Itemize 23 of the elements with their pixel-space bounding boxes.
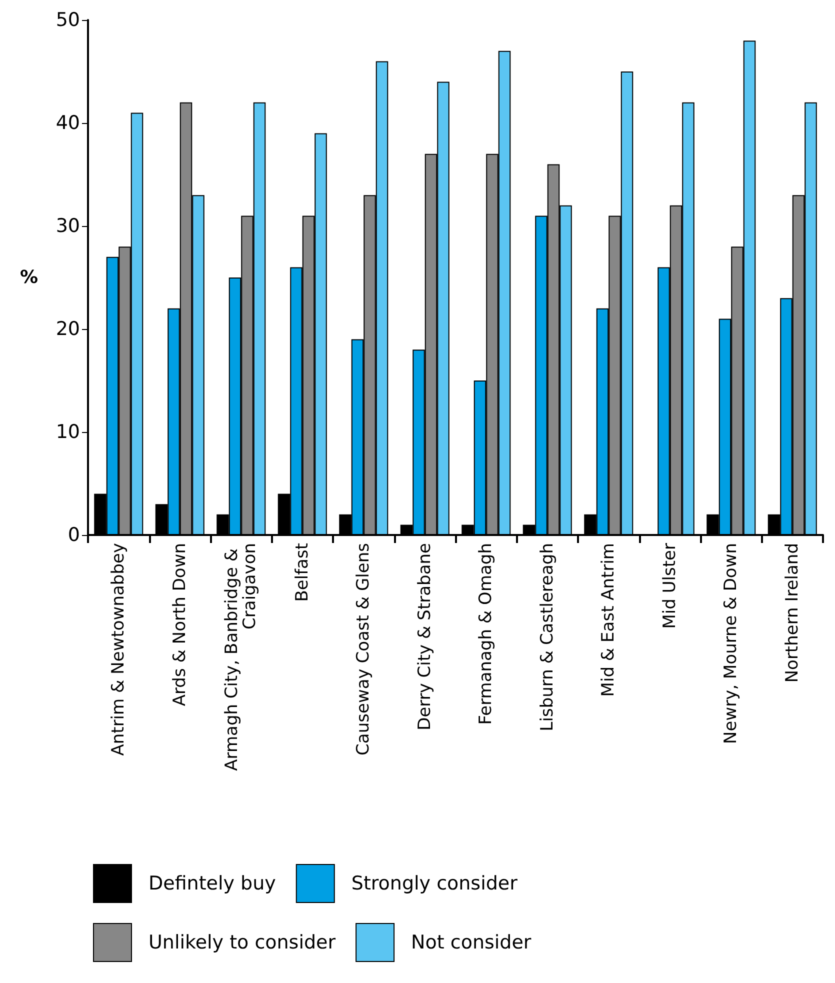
y-tick-label: 0 [68, 524, 80, 546]
y-axis-title: % [20, 267, 38, 288]
x-tick-label: Mid & East Antrim [598, 543, 619, 697]
x-tick-label: Mid Ulster [660, 543, 680, 629]
y-tick-label: 30 [56, 215, 80, 237]
y-tick-label: 20 [56, 318, 80, 340]
x-tick-label: Derry City & Strabane [414, 543, 435, 730]
y-tick-label: 50 [56, 9, 80, 31]
y-tick-label: 10 [56, 421, 80, 443]
x-tick-label: Ards & North Down [170, 543, 190, 706]
legend-label: Strongly consider [351, 872, 518, 894]
legend-label: Not consider [411, 932, 532, 954]
x-tick-label: Belfast [292, 542, 312, 602]
x-tick-label: Lisburn & Castlereagh [537, 543, 558, 732]
x-tick-label: Antrim & Newtownabbey [108, 543, 129, 756]
legend-label: Defintely buy [148, 872, 276, 894]
x-tick-label: Fermanagh & Omagh [476, 543, 496, 725]
x-tick-label: Armagh City, Banbridge & Craigavon [222, 543, 260, 771]
y-tick-label: 40 [56, 112, 80, 134]
x-tick-label: Newry, Mourne & Down [721, 543, 742, 744]
legend-label: Unlikely to consider [148, 932, 336, 954]
x-tick-label: Causeway Coast & Glens [354, 542, 374, 756]
x-tick-label: Northern Ireland [782, 543, 802, 683]
